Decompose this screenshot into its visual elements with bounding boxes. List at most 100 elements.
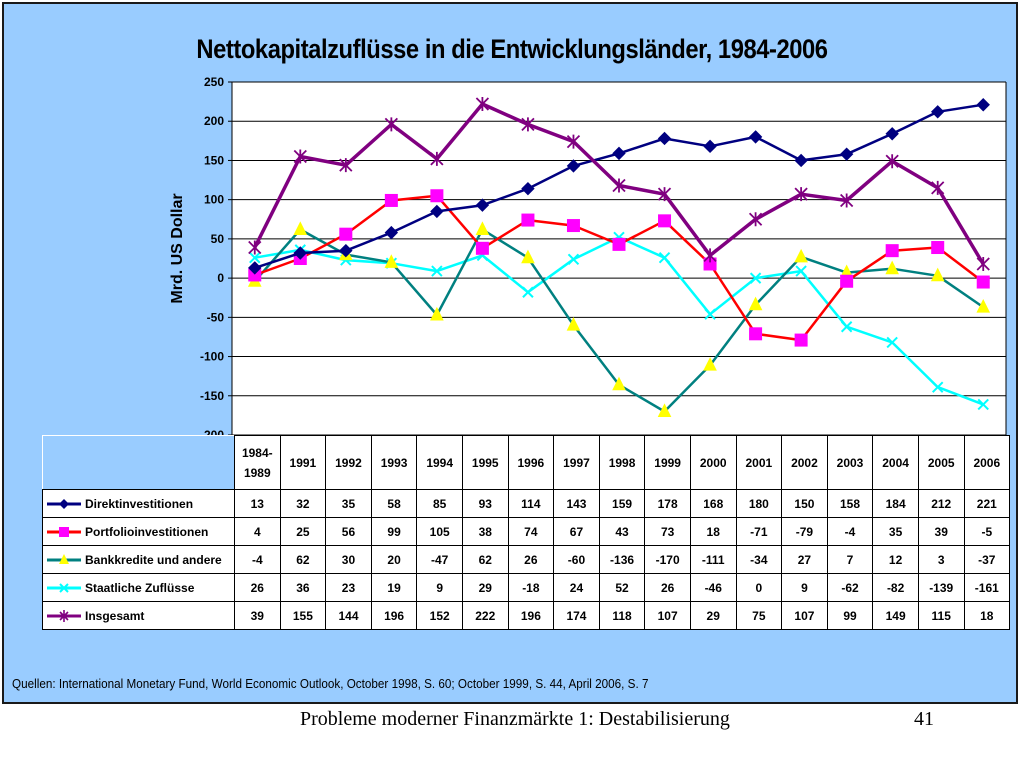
table-cell: 27 [781, 545, 828, 574]
series-name: Staatliche Zuflüsse [85, 580, 195, 595]
table-corner [42, 435, 235, 490]
marker-square [339, 227, 353, 241]
table-cell: -170 [644, 545, 691, 574]
marker-square [976, 275, 990, 289]
marker-x [522, 286, 534, 298]
table-header-cell: 1998 [598, 435, 646, 490]
table-row: Staatliche Zuflüsse 26 36 23 19 9 29 -18 24 52 26-… [42, 573, 1011, 602]
table-cell: 18 [689, 517, 737, 546]
table-cell: 149 [872, 601, 919, 630]
table-cell: 58 [370, 489, 418, 518]
marker-square [794, 333, 808, 347]
table-cell: -136 [598, 545, 646, 574]
marker-diamond [521, 181, 535, 196]
table-row: Portfolioinvestitionen 4 25 56 99 105 38 74 67 43… [42, 517, 1011, 546]
series-name: Portfolioinvestitionen [85, 524, 209, 539]
table-header-cell: 2005 [917, 435, 965, 490]
table-cell: 62 [279, 545, 327, 574]
marker-x [795, 265, 807, 277]
table-cell: 35 [872, 517, 919, 546]
marker-x [567, 253, 580, 265]
table-header-cell: 1997 [553, 435, 600, 490]
table-cell: 115 [917, 601, 965, 630]
marker-star [657, 187, 672, 202]
table-cell: 9 [781, 573, 828, 602]
marker-star [885, 154, 899, 169]
table-cell: -71 [735, 517, 783, 546]
marker-triangle [703, 357, 717, 371]
table-cell: 99 [826, 601, 874, 630]
marker-diamond [703, 139, 717, 154]
table-cell: -79 [781, 517, 828, 546]
marker-triangle [657, 403, 672, 417]
table-cell: 36 [279, 573, 327, 602]
marker-diamond [566, 159, 581, 173]
slide-footer: Probleme moderner Finanzmärkte 1: Destab… [0, 706, 1024, 766]
marker-triangle [430, 306, 444, 321]
table-cell: 152 [416, 601, 463, 630]
marker-star [703, 248, 717, 263]
table-header-row: 1984- 1989 1991 1992 1993 1994 1995 1996 1997 19… [42, 435, 1011, 490]
marker-star [976, 256, 990, 271]
marker-star [748, 212, 763, 227]
table-cell: 12 [872, 545, 919, 574]
table-header-cell: 1984- 1989 [234, 435, 281, 490]
table-cell: 196 [370, 601, 418, 630]
marker-star [475, 96, 490, 111]
marker-triangle [521, 249, 535, 264]
table-cell: 99 [370, 517, 418, 546]
table-header-cell: 1991 [279, 435, 327, 490]
series-name: Direktinvestitionen [85, 496, 194, 511]
table-cell: 85 [416, 489, 463, 518]
marker-star [339, 158, 353, 173]
marker-star [612, 178, 626, 193]
table-cell: 24 [553, 573, 600, 602]
table-cell: 26 [234, 573, 281, 602]
marker-diamond [293, 246, 308, 260]
table-cell: 178 [644, 489, 691, 518]
series-label: Insgesamt [42, 601, 235, 630]
table-cell: 174 [553, 601, 600, 630]
table-cell: -62 [826, 573, 874, 602]
marker-square [658, 214, 672, 228]
table-cell: 39 [234, 601, 281, 630]
table-cell: 23 [325, 573, 372, 602]
series-label: Portfolioinvestitionen [42, 517, 235, 546]
marker-square [840, 274, 854, 288]
table-cell: 30 [325, 545, 372, 574]
marker-triangle [885, 260, 899, 275]
table-cell: 143 [553, 489, 600, 518]
marker-triangle [794, 248, 808, 263]
y-tick-label: 150 [204, 153, 224, 167]
table-header-cell: 2002 [781, 435, 828, 490]
table-row: Insgesamt 39 155 144 196 152 222 196 174 118 107 29… [42, 601, 1011, 630]
table-cell: 52 [598, 573, 646, 602]
table-cell: 29 [461, 573, 509, 602]
table-cell: 93 [461, 489, 509, 518]
table-row: Direktinvestitionen 13 32 35 58 85 93 114 143 159… [42, 489, 1011, 518]
marker-diamond [976, 98, 990, 112]
table-cell: -139 [917, 573, 965, 602]
table-cell: -5 [963, 517, 1011, 546]
marker-star [248, 240, 262, 255]
marker-square [931, 241, 945, 255]
table-cell: 13 [234, 489, 281, 518]
marker-x [704, 308, 716, 320]
table-cell: 4 [234, 517, 281, 546]
table-header-cell: 2006 [963, 435, 1011, 490]
table-cell: 180 [735, 489, 783, 518]
table-cell: -111 [689, 545, 737, 574]
table-cell: 221 [963, 489, 1011, 518]
table-cell: 74 [507, 517, 555, 546]
table-cell: -18 [507, 573, 555, 602]
marker-x [249, 252, 261, 264]
marker-triangle [566, 317, 581, 331]
marker-x [886, 336, 898, 349]
legend-key-icon [47, 499, 81, 510]
table-cell: -47 [416, 545, 463, 574]
marker-star [931, 180, 945, 195]
table-cell: 9 [416, 573, 463, 602]
table-cell: 155 [279, 601, 327, 630]
table-cell: 67 [553, 517, 600, 546]
marker-diamond [612, 146, 626, 161]
